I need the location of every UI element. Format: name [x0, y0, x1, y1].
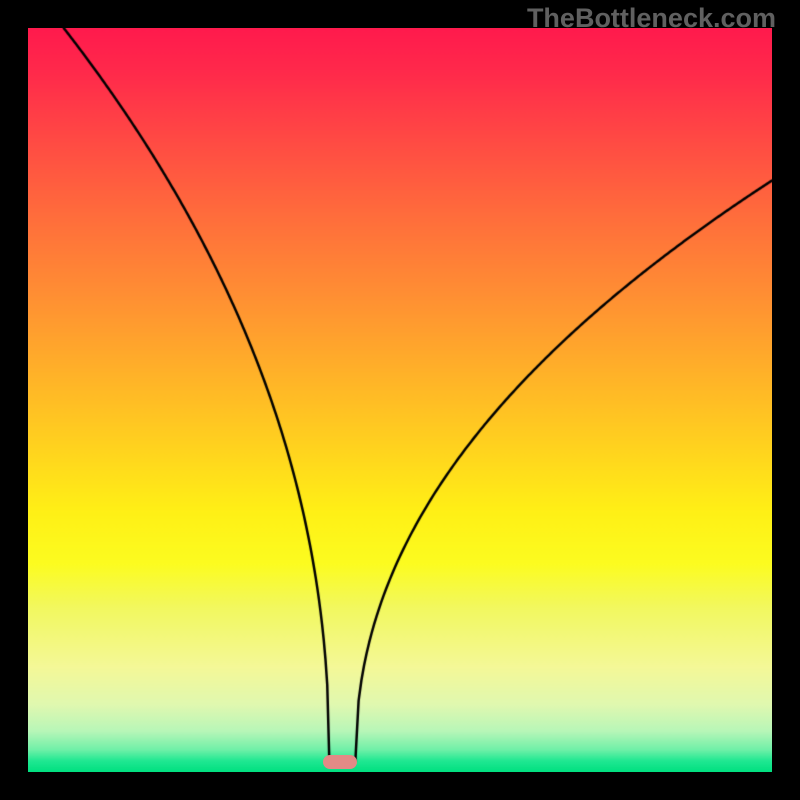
plot-area — [28, 28, 772, 772]
watermark-text: TheBottleneck.com — [527, 3, 776, 34]
chart-container: TheBottleneck.com — [0, 0, 800, 800]
optimal-point-marker — [323, 755, 357, 769]
bottleneck-curve — [28, 28, 772, 772]
